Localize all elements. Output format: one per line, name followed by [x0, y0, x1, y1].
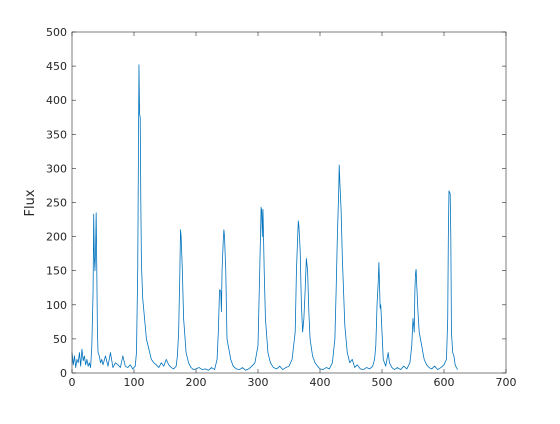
x-tick-label: 700: [496, 376, 517, 389]
y-tick-label: 200: [46, 231, 67, 244]
data-line: [71, 64, 458, 371]
x-tick-label: 400: [310, 376, 331, 389]
y-tick-label: 100: [46, 299, 67, 312]
y-tick-label: 450: [46, 60, 67, 73]
y-tick-label: 350: [46, 128, 67, 141]
x-tick-label: 300: [248, 376, 269, 389]
y-tick-label: 150: [46, 265, 67, 278]
y-axis-label: Flux: [23, 189, 38, 216]
y-tick-label: 250: [46, 197, 67, 210]
y-tick-label: 0: [60, 367, 67, 380]
x-tick-label: 200: [186, 376, 207, 389]
y-tick-label: 300: [46, 162, 67, 175]
y-tick-label: 500: [46, 26, 67, 39]
y-tick-label: 50: [53, 333, 67, 346]
x-tick-label: 500: [372, 376, 393, 389]
x-tick-label: 100: [124, 376, 145, 389]
y-tick-label: 400: [46, 94, 67, 107]
x-tick-label: 600: [434, 376, 455, 389]
x-tick-label: 0: [69, 376, 76, 389]
